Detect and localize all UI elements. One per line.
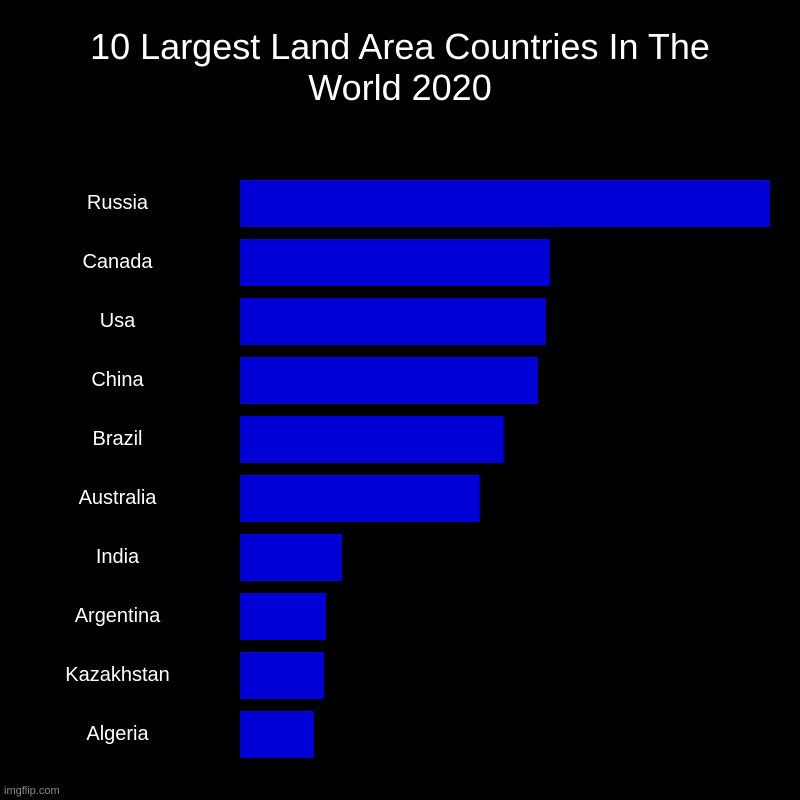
bar-row: Australia (0, 475, 800, 522)
bar (240, 711, 314, 758)
bar-row: Usa (0, 298, 800, 345)
chart-title-line-2: World 2020 (308, 67, 492, 108)
bar (240, 593, 326, 640)
category-label: Australia (78, 487, 157, 509)
category-label: India (95, 546, 140, 568)
chart-title-line-1: 10 Largest Land Area Countries In The (90, 26, 710, 67)
bar-row: Canada (0, 239, 800, 286)
bar (240, 298, 545, 345)
bar (240, 357, 538, 404)
bar-chart: Russia Canada Usa China Brazil Australia India… (0, 180, 800, 760)
bar (240, 416, 503, 463)
category-label: Kazakhstan (65, 664, 170, 686)
bar (240, 239, 549, 286)
category-label: Algeria (86, 723, 149, 745)
bar (240, 475, 479, 522)
bar (240, 652, 324, 699)
bar-row: Algeria (0, 711, 800, 758)
category-label: Usa (99, 310, 136, 332)
bar (240, 534, 342, 581)
bar-row: India (0, 534, 800, 581)
bar (240, 180, 770, 227)
category-label: Russia (86, 192, 149, 214)
chart-title: 10 Largest Land Area Countries In The Wo… (0, 26, 800, 108)
bar-row: Brazil (0, 416, 800, 463)
bar-row: China (0, 357, 800, 404)
category-label: Argentina (74, 605, 161, 627)
category-label: Brazil (92, 428, 143, 450)
category-label: Canada (82, 251, 153, 273)
bar-row: Kazakhstan (0, 652, 800, 699)
watermark: imgflip.com (4, 785, 60, 797)
bar-row: Russia (0, 180, 800, 227)
bar-row: Argentina (0, 593, 800, 640)
category-label: China (91, 369, 144, 391)
